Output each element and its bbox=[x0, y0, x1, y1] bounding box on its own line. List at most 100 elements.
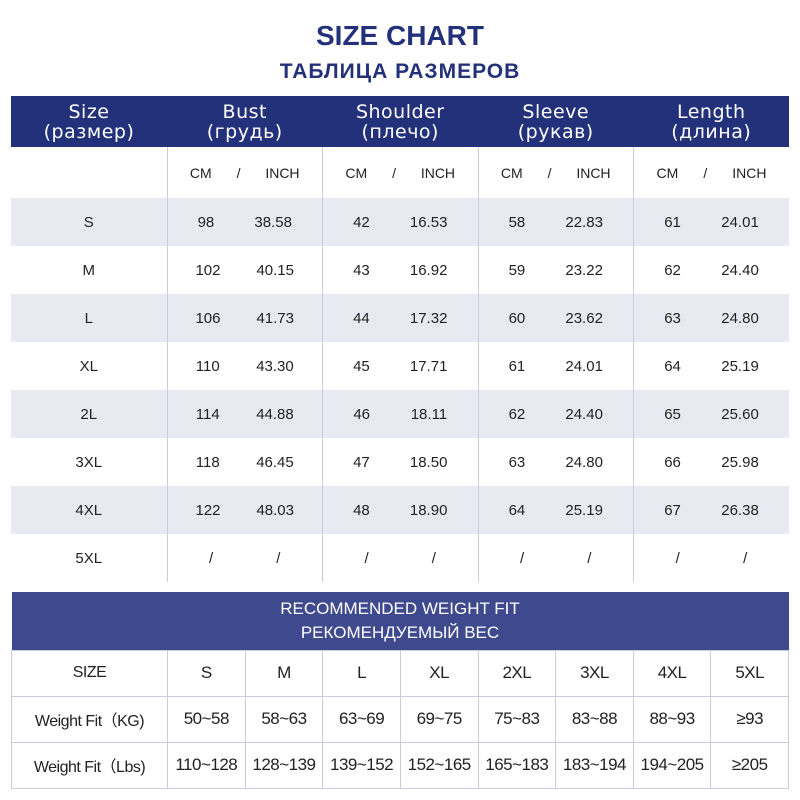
size-table: Size (размер) Bust (грудь) Shoulder (плечо) Sl… bbox=[11, 96, 789, 582]
weight-title-en: RECOMMENDED WEIGHT FIT bbox=[280, 598, 520, 618]
size-cell: 5XL bbox=[75, 549, 103, 567]
table-row: XL 110 43.30 45 17.71 61 24.01 64 25.19 bbox=[11, 342, 789, 390]
measure-cell: 44 17.32 bbox=[322, 294, 478, 342]
unit-inch: INCH bbox=[732, 164, 767, 181]
cm-value: 46 bbox=[353, 405, 371, 423]
column-header: Length (длина) bbox=[633, 96, 789, 147]
inch-value: 41.73 bbox=[256, 309, 294, 327]
measure-cell: 102 40.15 bbox=[166, 246, 323, 294]
size-table-header: Size (размер) Bust (грудь) Shoulder (плечо) Sl… bbox=[11, 96, 789, 147]
table-row: M 102 40.15 43 16.92 59 23.22 62 24.40 bbox=[11, 246, 789, 294]
unit-separator: / bbox=[236, 164, 241, 181]
size-cell: XL bbox=[79, 357, 98, 375]
weight-cell: 50~58 bbox=[167, 695, 246, 743]
column-header: Size (размер) bbox=[11, 96, 167, 147]
inch-value: / bbox=[587, 549, 592, 567]
inch-value: 26.38 bbox=[721, 501, 759, 519]
unit-separator: / bbox=[703, 164, 708, 181]
weight-cell: 3XL bbox=[555, 649, 634, 697]
inch-value: 25.19 bbox=[721, 357, 759, 375]
measure-cell: 63 24.80 bbox=[477, 438, 634, 486]
unit-cm: CM bbox=[189, 164, 212, 181]
inch-value: 24.40 bbox=[721, 261, 759, 279]
unit-cm: CM bbox=[500, 164, 523, 181]
measure-cell: 47 18.50 bbox=[322, 438, 478, 486]
cm-value: 42 bbox=[353, 213, 370, 231]
weight-cell: S bbox=[167, 649, 246, 697]
table-row: 5XL / / / / / / / / bbox=[11, 534, 789, 582]
cm-value: 58 bbox=[508, 213, 526, 231]
table-row: 2L 114 44.88 46 18.11 62 24.40 65 25.60 bbox=[11, 390, 789, 438]
weight-cell: M bbox=[244, 649, 324, 697]
weight-cell: XL bbox=[399, 649, 479, 697]
weight-cell: L bbox=[322, 649, 401, 697]
weight-cell: ≥205 bbox=[710, 741, 789, 789]
header-ru: (плечо) bbox=[361, 120, 439, 143]
measure-cell: 42 16.53 bbox=[322, 198, 478, 246]
table-row: 4XL 122 48.03 48 18.90 64 25.19 67 26.38 bbox=[11, 486, 789, 534]
weight-cell: 83~88 bbox=[555, 695, 634, 743]
cm-value: 106 bbox=[195, 309, 221, 327]
header-ru: (длина) bbox=[671, 120, 752, 143]
unit-separator: / bbox=[547, 164, 552, 181]
cm-value: 64 bbox=[508, 501, 526, 519]
cm-value: 64 bbox=[664, 357, 681, 375]
cm-value: 45 bbox=[353, 357, 370, 375]
unit-row: CM / INCH CM / INCH CM / INCH CM / INCH bbox=[11, 147, 789, 198]
header-en: Sleeve bbox=[522, 100, 590, 123]
cm-value: 102 bbox=[195, 261, 221, 279]
cm-value: 65 bbox=[664, 405, 681, 423]
measure-cell: 60 23.62 bbox=[477, 294, 634, 342]
measure-cell: 43 16.92 bbox=[322, 246, 478, 294]
cm-value: 63 bbox=[508, 453, 526, 471]
header-en: Length bbox=[676, 100, 746, 123]
weight-row: Weight Fit（KG) 50~58 58~63 63~69 69~75 75~83 8… bbox=[11, 695, 789, 743]
weight-cell: 69~75 bbox=[399, 695, 479, 743]
weight-cell: 139~152 bbox=[322, 741, 401, 789]
weight-row: Weight Fit（Lbs) 110~128 128~139 139~152 152~… bbox=[11, 741, 789, 789]
cm-value: 62 bbox=[664, 261, 681, 279]
measure-cell: 63 24.80 bbox=[633, 294, 789, 342]
unit-cell: CM / INCH bbox=[166, 147, 323, 198]
weight-cell: 58~63 bbox=[244, 695, 324, 743]
measure-cell: 61 24.01 bbox=[633, 198, 789, 246]
size-cell: S bbox=[11, 198, 167, 246]
inch-value: 24.40 bbox=[565, 405, 603, 423]
unit-cell: CM / INCH bbox=[477, 147, 634, 198]
measure-cell: 61 24.01 bbox=[477, 342, 634, 390]
table-row: 3XL 118 46.45 47 18.50 63 24.80 66 25.98 bbox=[11, 438, 789, 486]
cm-value: 67 bbox=[664, 501, 681, 519]
column-header: Sleeve (рукав) bbox=[478, 96, 634, 147]
unit-cell: CM / INCH bbox=[322, 147, 478, 198]
inch-value: 48.03 bbox=[256, 501, 294, 519]
column-header: Shoulder (плечо) bbox=[322, 96, 478, 147]
inch-value: 46.45 bbox=[256, 453, 294, 471]
inch-value: 22.83 bbox=[565, 213, 603, 231]
empty-cell bbox=[11, 147, 167, 198]
measure-cell: / / bbox=[633, 534, 789, 582]
header-ru: (размер) bbox=[43, 120, 135, 143]
measure-cell: 58 22.83 bbox=[477, 198, 634, 246]
inch-value: / bbox=[743, 549, 748, 567]
weight-cell: 152~165 bbox=[399, 741, 479, 789]
cm-value: 47 bbox=[353, 453, 370, 471]
weight-cell: 110~128 bbox=[167, 741, 246, 789]
measure-cell: 62 24.40 bbox=[477, 390, 634, 438]
inch-value: 44.88 bbox=[256, 405, 294, 423]
inch-value: 25.60 bbox=[721, 405, 759, 423]
weight-title-ru: РЕКОМЕНДУЕМЫЙ ВЕС bbox=[300, 622, 500, 642]
inch-value: 18.50 bbox=[409, 453, 448, 471]
weight-cell: 4XL bbox=[632, 649, 712, 697]
weight-table: RECOMMENDED WEIGHT FIT РЕКОМЕНДУЕМЫЙ ВЕС… bbox=[11, 592, 789, 789]
measure-cell: 45 17.71 bbox=[322, 342, 478, 390]
inch-value: 25.19 bbox=[565, 501, 603, 519]
inch-value: 17.32 bbox=[409, 309, 448, 327]
inch-value: 24.80 bbox=[565, 453, 603, 471]
inch-value: 24.01 bbox=[721, 213, 759, 231]
inch-value: 40.15 bbox=[256, 261, 294, 279]
inch-value: / bbox=[431, 549, 436, 567]
cm-value: 48 bbox=[353, 501, 370, 519]
measure-cell: 65 25.60 bbox=[633, 390, 789, 438]
measure-cell: 62 24.40 bbox=[633, 246, 789, 294]
measure-cell: 118 46.45 bbox=[166, 438, 323, 486]
